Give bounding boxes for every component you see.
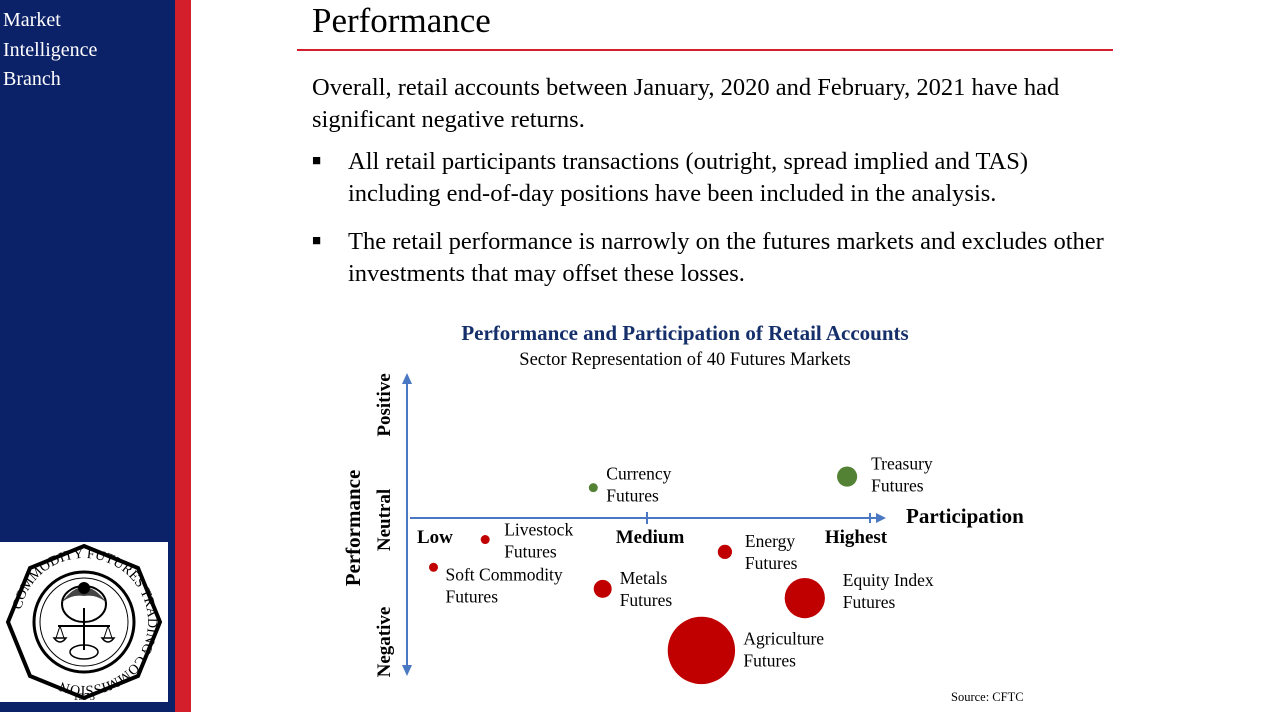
data-point (480, 535, 490, 545)
data-label-line: Agriculture (743, 628, 824, 648)
x-tick-label: Medium (616, 527, 685, 548)
data-point (667, 616, 736, 685)
seal-year: 1975 (73, 691, 96, 702)
data-point (837, 466, 858, 487)
chart-title: Performance and Participation of Retail … (461, 321, 909, 345)
title-divider (297, 49, 1113, 51)
y-tick-label: Positive (374, 373, 395, 436)
data-label: Metals Futures (620, 568, 673, 610)
data-point (593, 579, 612, 598)
data-label-line: Futures (743, 650, 796, 670)
data-label-line: Equity Index (843, 570, 934, 590)
branch-line: Market (3, 9, 61, 31)
data-point (429, 562, 438, 572)
x-tick-label: Low (417, 527, 453, 548)
x-axis-label: Participation (906, 504, 1024, 528)
data-point (717, 544, 733, 559)
y-tick-label: Neutral (374, 489, 395, 551)
data-label-line: Futures (745, 553, 798, 573)
intro-paragraph: Overall, retail accounts between January… (312, 74, 1060, 133)
x-tick-label: Highest (825, 527, 888, 548)
y-tick-label: Negative (374, 607, 395, 678)
seal-icon: COMMODITY FUTURES TRADING COMMISSION 197… (5, 543, 163, 703)
data-label-line: Futures (620, 590, 673, 610)
bullet-text: All retail participants transactions (ou… (348, 148, 1029, 207)
data-label: Equity Index Futures (843, 570, 934, 612)
data-label-line: Futures (446, 586, 499, 606)
data-label: Currency Futures (606, 464, 671, 506)
data-label-line: Futures (871, 476, 924, 496)
square-bullet-icon: ■ (312, 153, 322, 169)
branch-name: Market Intelligence Branch (3, 6, 97, 95)
data-label: Energy Futures (745, 531, 798, 573)
cftc-seal-logo: COMMODITY FUTURES TRADING COMMISSION 197… (0, 542, 168, 703)
y-axis-label: Performance (341, 470, 365, 587)
data-label-line: Metals (620, 568, 668, 588)
data-label-line: Currency (606, 464, 671, 484)
data-label-line: Futures (843, 592, 896, 612)
bullet-text: The retail performance is narrowly on th… (348, 228, 1104, 287)
data-label-line: Energy (745, 531, 795, 551)
y-axis-arrow-icon (402, 665, 412, 676)
data-label: Livestock Futures (504, 520, 573, 562)
square-bullet-icon: ■ (312, 233, 322, 249)
data-label-line: Futures (504, 542, 557, 562)
page-title: Performance (312, 1, 491, 40)
branch-line: Branch (3, 68, 61, 90)
data-label-line: Soft Commodity (446, 564, 563, 584)
data-label: Treasury Futures (871, 454, 933, 496)
data-label: Agriculture Futures (743, 628, 824, 670)
data-point (588, 483, 598, 493)
data-label: Soft Commodity Futures (446, 564, 563, 606)
data-point (784, 577, 825, 619)
data-label-line: Futures (606, 486, 659, 506)
data-label-line: Livestock (504, 520, 573, 540)
chart-subtitle: Sector Representation of 40 Futures Mark… (519, 350, 851, 370)
branch-line: Intelligence (3, 38, 98, 61)
data-label-line: Treasury (871, 454, 933, 474)
source-note: Source: CFTC (951, 690, 1024, 704)
y-axis-arrow-icon (402, 373, 412, 384)
sidebar-red-stripe (175, 0, 191, 712)
x-axis-arrow-icon (876, 513, 886, 523)
